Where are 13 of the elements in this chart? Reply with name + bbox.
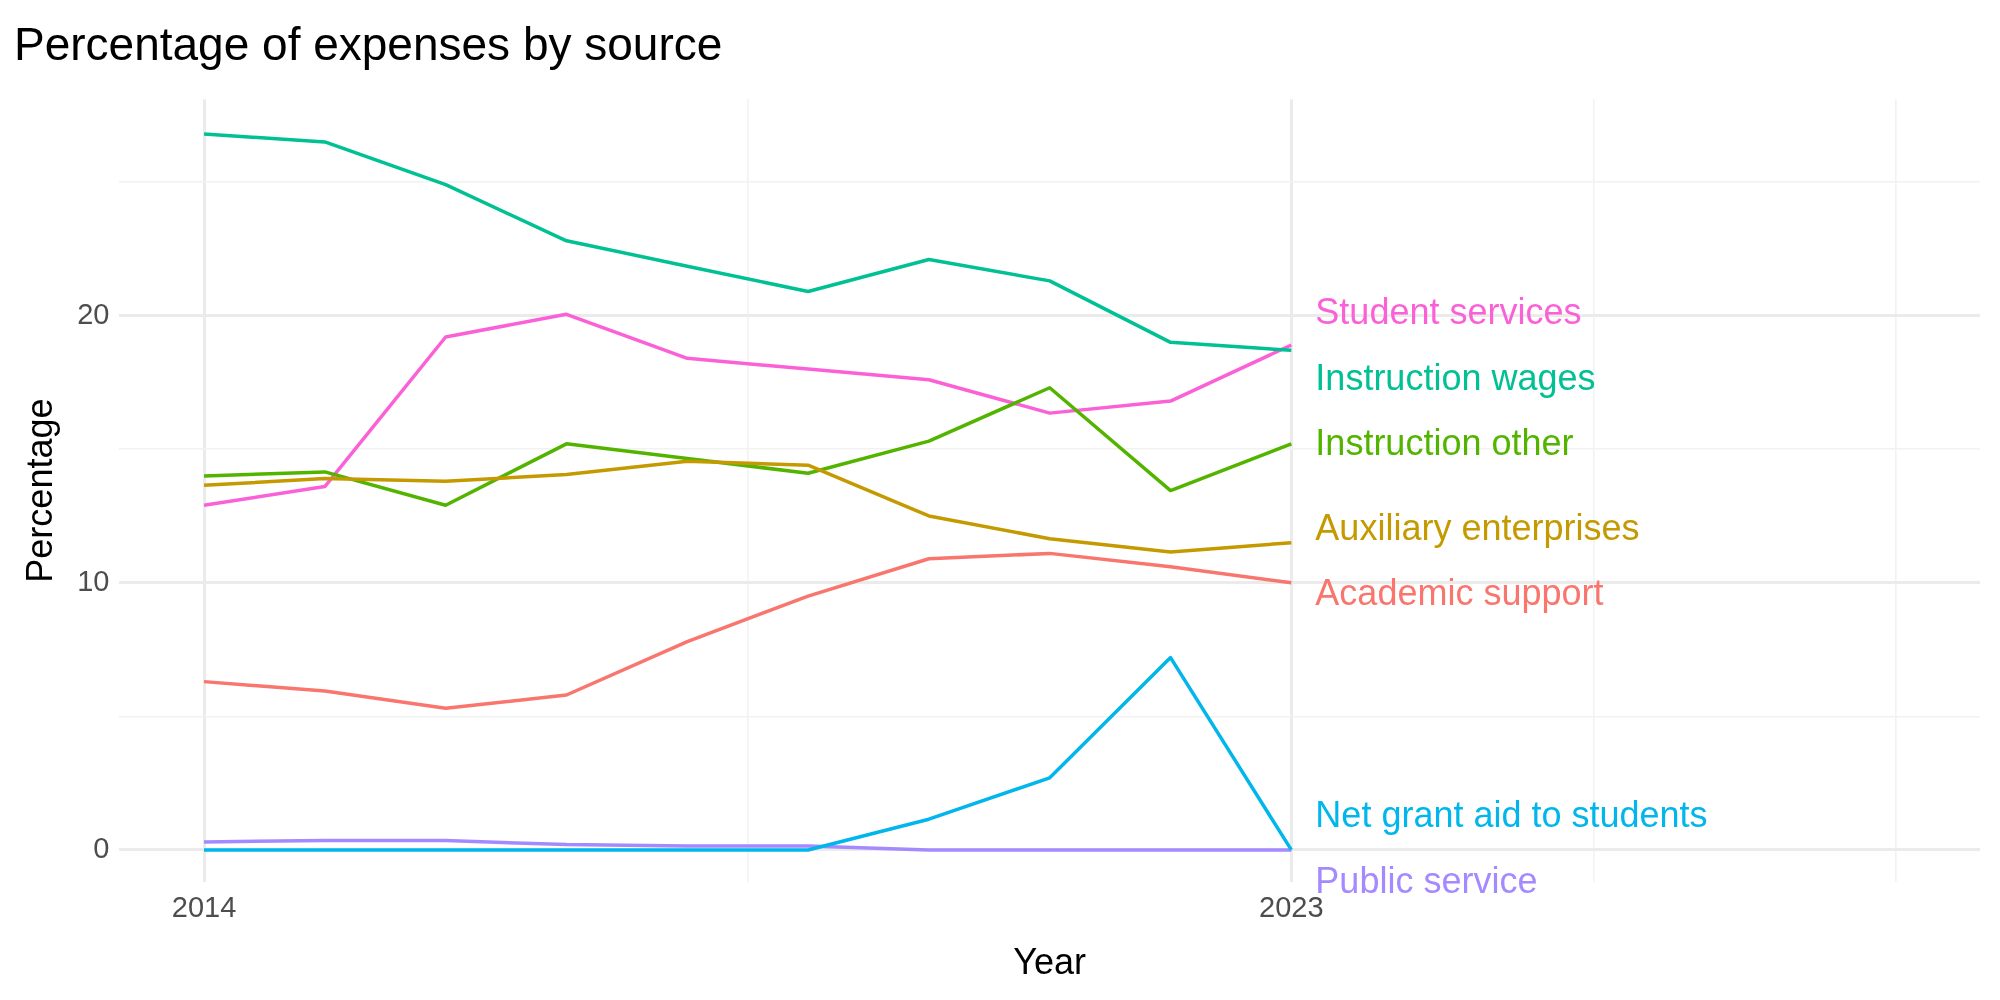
series-label: Instruction other <box>1315 422 1574 464</box>
y-tick-label: 20 <box>77 297 110 330</box>
chart-title: Percentage of expenses by source <box>14 18 723 71</box>
series-label: Net grant aid to students <box>1315 794 1708 836</box>
y-axis-title: Percentage <box>18 398 60 583</box>
x-axis-title: Year <box>1013 941 1087 983</box>
series-label: Auxiliary enterprises <box>1315 506 1640 548</box>
series-label: Academic support <box>1315 572 1604 614</box>
y-tick-label: 10 <box>77 564 110 597</box>
series-label: Instruction wages <box>1315 356 1596 398</box>
series-label: Student services <box>1315 291 1582 333</box>
x-tick-label: 2014 <box>171 891 237 924</box>
y-tick-label: 0 <box>93 831 110 864</box>
